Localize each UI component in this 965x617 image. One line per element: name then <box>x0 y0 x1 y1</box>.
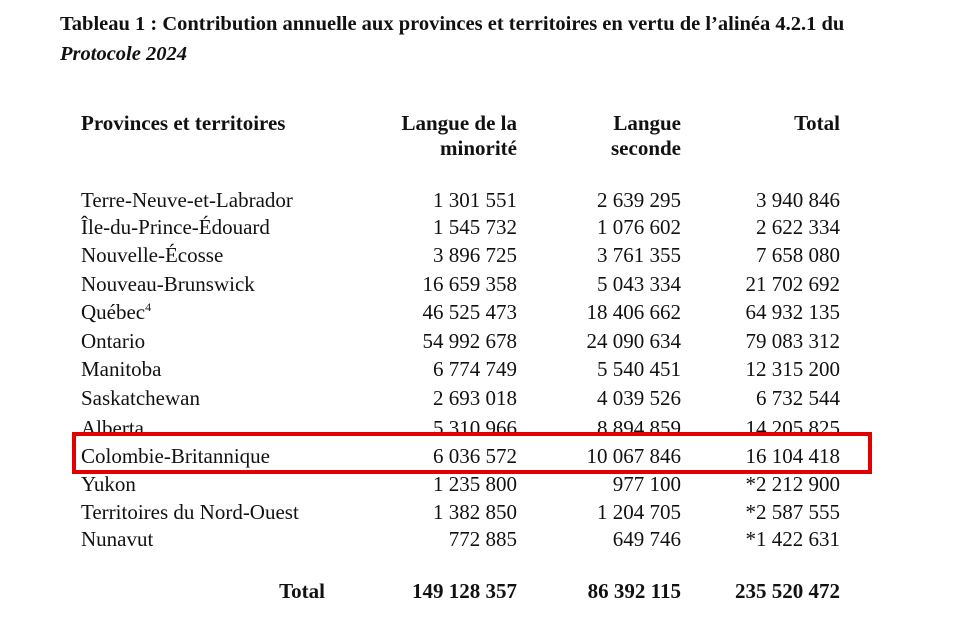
province-name: Nouvelle-Écosse <box>81 243 224 267</box>
table-row: Ontario 54 992 678 24 090 634 79 083 312 <box>0 327 965 355</box>
total-label: Total <box>279 579 325 603</box>
total-value: 2 622 334 <box>756 215 840 239</box>
header-minority: Langue de la minorité <box>401 111 517 161</box>
second-value: 24 090 634 <box>586 329 682 353</box>
table-row: Québec4 46 525 473 18 406 662 64 932 135 <box>0 298 965 326</box>
total-minority: 149 128 357 <box>412 579 517 603</box>
total-row: Total 149 128 357 86 392 115 235 520 472 <box>0 577 965 605</box>
minority-value: 54 992 678 <box>422 329 518 353</box>
table-row: Nunavut 772 885 649 746 *1 422 631 <box>0 525 965 553</box>
total-value: *1 422 631 <box>745 527 841 551</box>
province-name: Yukon <box>81 472 136 496</box>
minority-value: 6 036 572 <box>433 444 517 468</box>
minority-value: 772 885 <box>448 527 517 551</box>
table-title-italic: Protocole 2024 <box>60 43 187 65</box>
second-value: 1 076 602 <box>597 215 681 239</box>
header-second: Langue seconde <box>611 111 681 161</box>
table-row: Nouveau-Brunswick 16 659 358 5 043 334 21 7… <box>0 270 965 298</box>
table-row: Manitoba 6 774 749 5 540 451 12 315 200 <box>0 355 965 383</box>
second-value: 4 039 526 <box>597 386 681 410</box>
minority-value: 46 525 473 <box>422 300 518 324</box>
total-value: *2 587 555 <box>745 500 841 524</box>
second-value: 18 406 662 <box>586 300 682 324</box>
header-provinces: Provinces et territoires <box>81 111 286 135</box>
footnote-marker: 4 <box>145 300 152 314</box>
second-value: 649 746 <box>612 527 681 551</box>
second-value: 977 100 <box>612 472 681 496</box>
table-row: Île-du-Prince-Édouard 1 545 732 1 076 602 2… <box>0 213 965 241</box>
highlight-box <box>72 432 872 474</box>
province-name: Terre-Neuve-et-Labrador <box>81 188 293 212</box>
total-value: 3 940 846 <box>756 188 840 212</box>
header-minority-line2: minorité <box>440 136 517 160</box>
minority-value: 1 301 551 <box>433 188 517 212</box>
second-value: 3 761 355 <box>597 243 681 267</box>
table-row: Territoires du Nord-Ouest 1 382 850 1 204 … <box>0 498 965 526</box>
table-row: Yukon 1 235 800 977 100 *2 212 900 <box>0 470 965 498</box>
province-name: Saskatchewan <box>81 386 200 410</box>
total-total: 235 520 472 <box>735 579 840 603</box>
total-value: *2 212 900 <box>745 472 841 496</box>
total-value: 64 932 135 <box>745 300 841 324</box>
second-value: 5 540 451 <box>597 357 681 381</box>
minority-value: 1 382 850 <box>433 500 517 524</box>
total-value: 21 702 692 <box>745 272 841 296</box>
minority-value: 2 693 018 <box>433 386 517 410</box>
minority-value: 1 235 800 <box>433 472 517 496</box>
province-name: Nunavut <box>81 527 154 551</box>
table-row: Saskatchewan 2 693 018 4 039 526 6 732 544 <box>0 384 965 412</box>
province-name: Colombie-Britannique <box>81 444 270 468</box>
total-second: 86 392 115 <box>587 579 681 603</box>
table-row-highlighted: Colombie-Britannique 6 036 572 10 067 846 1… <box>0 442 965 470</box>
province-name: Île-du-Prince-Édouard <box>81 215 270 239</box>
table-row: Terre-Neuve-et-Labrador 1 301 551 2 639 29… <box>0 186 965 214</box>
province-name: Manitoba <box>81 357 162 381</box>
total-value: 7 658 080 <box>756 243 840 267</box>
second-value: 5 043 334 <box>597 272 681 296</box>
second-value: 1 204 705 <box>597 500 681 524</box>
minority-value: 6 774 749 <box>433 357 517 381</box>
minority-value: 16 659 358 <box>422 272 518 296</box>
total-value: 6 732 544 <box>756 386 840 410</box>
header-second-line2: seconde <box>611 136 681 160</box>
table-title-main: Tableau 1 : Contribution annuelle aux pr… <box>60 13 845 35</box>
total-value: 79 083 312 <box>745 329 841 353</box>
province-name: Territoires du Nord-Ouest <box>81 500 299 524</box>
second-value: 10 067 846 <box>586 444 682 468</box>
header-minority-line1: Langue de la <box>401 111 517 135</box>
total-value: 12 315 200 <box>745 357 841 381</box>
province-name: Nouveau-Brunswick <box>81 272 255 296</box>
header-second-line1: Langue <box>613 111 681 135</box>
minority-value: 3 896 725 <box>433 243 517 267</box>
table-row: Nouvelle-Écosse 3 896 725 3 761 355 7 658 0… <box>0 241 965 269</box>
header-total: Total <box>794 111 840 135</box>
minority-value: 1 545 732 <box>433 215 517 239</box>
table-title: Tableau 1 : Contribution annuelle aux pr… <box>60 9 960 69</box>
province-name: Ontario <box>81 329 146 353</box>
province-name: Québec4 <box>81 298 151 326</box>
province-name-text: Québec <box>81 300 146 324</box>
total-value: 16 104 418 <box>745 444 841 468</box>
second-value: 2 639 295 <box>597 188 681 212</box>
